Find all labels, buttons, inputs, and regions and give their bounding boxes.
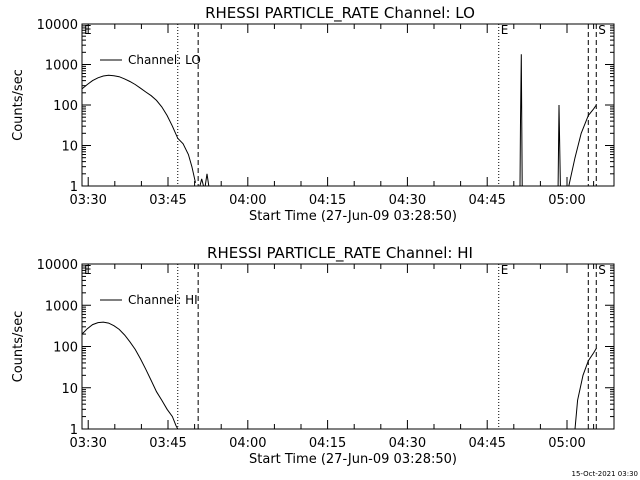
chart-1-xtick-label: 03:30 [69,436,106,451]
chart-0-xtick-label: 03:30 [69,193,106,208]
chart-0-ytick-label: 1 [70,180,78,195]
chart-0-xtick-label: 03:45 [149,193,186,208]
chart-0-series-line [204,173,210,187]
chart-0-xtick-label: 05:00 [548,193,585,208]
chart-0-ylabel: Counts/sec [11,69,26,141]
chart-1-xtick-label: 04:15 [309,436,346,451]
chart-1-series-line [81,321,179,430]
chart-1-xtick-label: 04:30 [389,436,426,451]
chart-0-title: RHESSI PARTICLE_RATE Channel: LO [205,4,475,23]
chart-0-ytick-label: 1000 [45,59,78,74]
chart-1-xtick-label: 04:00 [229,436,266,451]
chart-0-xtick-label: 04:30 [389,193,426,208]
chart-0-ytick-label: 10000 [37,18,78,33]
footer-timestamp: 15-Oct-2021 03:30 [572,470,638,478]
chart-1-legend-label: Channel: HI [128,293,198,307]
chart-0-series-line [568,104,597,187]
chart-0-series-line [199,178,204,187]
chart-0-xtick-label: 04:15 [309,193,346,208]
chart-0-xlabel: Start Time (27-Jun-09 03:28:50) [249,209,457,224]
chart-0-xtick-label: 04:00 [229,193,266,208]
chart-0-ytick-label: 100 [53,99,78,114]
chart-0-marker-label: S [598,23,606,37]
chart-0-ytick-label: 10 [61,140,78,155]
chart-1-marker-label: E [501,263,509,277]
chart-1-marker-label: E [84,263,92,277]
chart-0-marker-label: E [501,23,509,37]
chart-1-xlabel: Start Time (27-Jun-09 03:28:50) [249,452,457,467]
chart-0-series-line [81,74,196,183]
chart-1-ytick-label: 10 [61,382,78,397]
chart-1-series-line [574,348,597,430]
chart-1-ytick-label: 100 [53,341,78,356]
chart-1-xtick-label: 05:00 [548,436,585,451]
chart-0-xtick-label: 04:45 [468,193,505,208]
chart-1-title: RHESSI PARTICLE_RATE Channel: HI [207,244,473,263]
chart-1-ytick-label: 1 [70,423,78,438]
chart-1-marker-label: S [598,263,606,277]
chart-0-series-line [557,104,561,187]
chart-0-legend-label: Channel: LO [128,53,201,67]
chart-0-marker-label: E [84,23,92,37]
chart-1-ylabel: Counts/sec [11,311,26,383]
chart-0-series-line [519,54,523,187]
chart-1-xtick-label: 04:45 [468,436,505,451]
chart-1-ytick-label: 1000 [45,299,78,314]
chart-1-xtick-label: 03:45 [149,436,186,451]
chart-1-ytick-label: 10000 [37,258,78,273]
